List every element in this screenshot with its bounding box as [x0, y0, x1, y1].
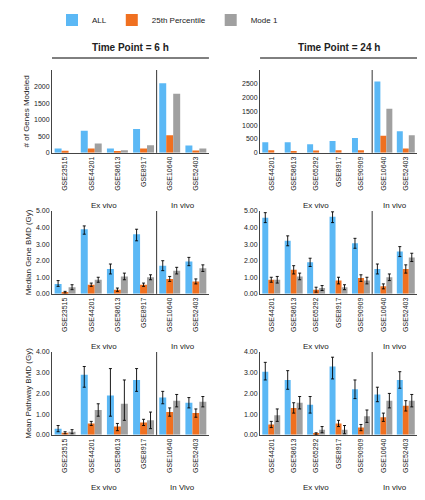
svg-text:5.00: 5.00 [244, 207, 258, 214]
svg-text:In vivo: In vivo [383, 201, 407, 210]
svg-text:Ex vivo: Ex vivo [91, 342, 117, 351]
svg-text:GSE52403: GSE52403 [192, 298, 199, 332]
svg-text:In Vivo: In Vivo [170, 483, 195, 492]
svg-text:2000: 2000 [34, 83, 50, 90]
svg-text:0.00: 0.00 [36, 431, 50, 438]
svg-text:Ex vivo: Ex vivo [91, 483, 117, 492]
svg-text:1.00: 1.00 [36, 411, 50, 418]
svg-text:GSE8917: GSE8917 [140, 439, 147, 469]
svg-text:500: 500 [38, 133, 50, 140]
svg-text:4.00: 4.00 [244, 348, 258, 355]
svg-text:GSE44201: GSE44201 [268, 157, 275, 191]
svg-text:3.00: 3.00 [36, 241, 50, 248]
svg-text:1.00: 1.00 [244, 274, 258, 281]
svg-text:In vivo: In vivo [171, 201, 195, 210]
svg-text:3.00: 3.00 [244, 369, 258, 376]
svg-text:GSE58613: GSE58613 [290, 439, 297, 473]
svg-text:4.00: 4.00 [36, 224, 50, 231]
svg-text:GSE10640: GSE10640 [380, 157, 387, 191]
svg-text:Median Gene BMD (Gy): Median Gene BMD (Gy) [24, 209, 33, 295]
svg-text:GSE52403: GSE52403 [402, 298, 409, 332]
svg-text:2.00: 2.00 [244, 257, 258, 264]
svg-text:GSE58613: GSE58613 [290, 157, 297, 191]
svg-text:GSE90909: GSE90909 [357, 157, 364, 191]
svg-text:GSE10640: GSE10640 [166, 439, 173, 473]
svg-text:0.00: 0.00 [36, 290, 50, 297]
svg-text:GSE52403: GSE52403 [402, 439, 409, 473]
svg-text:Mode 1: Mode 1 [251, 16, 278, 25]
svg-text:GSE8917: GSE8917 [335, 157, 342, 187]
svg-text:2.00: 2.00 [36, 390, 50, 397]
svg-text:1500: 1500 [242, 108, 258, 115]
svg-text:4.00: 4.00 [36, 348, 50, 355]
svg-text:Ex vivo: Ex vivo [91, 201, 117, 210]
svg-text:1000: 1000 [242, 122, 258, 129]
svg-text:25th Percentile: 25th Percentile [152, 16, 206, 25]
svg-text:Time Point = 6 h: Time Point = 6 h [92, 42, 169, 53]
svg-text:GSE65292: GSE65292 [312, 298, 319, 332]
svg-text:GSE44201: GSE44201 [88, 298, 95, 332]
svg-text:GSE65292: GSE65292 [312, 439, 319, 473]
svg-text:In vivo: In vivo [383, 483, 407, 492]
svg-text:3.00: 3.00 [244, 241, 258, 248]
svg-text:GSE58613: GSE58613 [290, 298, 297, 332]
svg-text:500: 500 [246, 135, 258, 142]
svg-text:GSE65292: GSE65292 [312, 157, 319, 191]
svg-text:GSE58613: GSE58613 [114, 157, 121, 191]
svg-text:GSE10640: GSE10640 [380, 298, 387, 332]
svg-text:1500: 1500 [34, 100, 50, 107]
svg-text:Time Point = 24 h: Time Point = 24 h [298, 42, 380, 53]
svg-text:GSE23515: GSE23515 [61, 157, 68, 191]
svg-text:GSE90909: GSE90909 [357, 298, 364, 332]
svg-text:3.00: 3.00 [36, 369, 50, 376]
svg-text:GSE58613: GSE58613 [114, 298, 121, 332]
svg-text:Ex vivo: Ex vivo [303, 201, 329, 210]
svg-text:0.00: 0.00 [244, 431, 258, 438]
svg-text:GSE23515: GSE23515 [61, 439, 68, 473]
svg-text:Ex vivo: Ex vivo [303, 342, 329, 351]
svg-text:In vivo: In vivo [383, 342, 407, 351]
svg-text:0.00: 0.00 [244, 290, 258, 297]
svg-text:ALL: ALL [92, 16, 107, 25]
svg-text:2.00: 2.00 [36, 257, 50, 264]
svg-text:GSE8917: GSE8917 [335, 298, 342, 328]
svg-text:# of Genes Modeled: # of Genes Modeled [22, 75, 31, 147]
svg-text:GSE8917: GSE8917 [335, 439, 342, 469]
svg-text:2.00: 2.00 [244, 390, 258, 397]
svg-text:Mean Pathway BMD (Gy): Mean Pathway BMD (Gy) [24, 348, 33, 439]
svg-text:GSE52403: GSE52403 [192, 157, 199, 191]
svg-text:GSE10640: GSE10640 [380, 439, 387, 473]
svg-text:4.00: 4.00 [244, 224, 258, 231]
svg-text:In vivo: In vivo [171, 342, 195, 351]
svg-text:GSE52403: GSE52403 [192, 439, 199, 473]
svg-text:1.00: 1.00 [36, 274, 50, 281]
svg-text:GSE44201: GSE44201 [88, 439, 95, 473]
svg-text:GSE8917: GSE8917 [140, 157, 147, 187]
svg-text:2500: 2500 [242, 80, 258, 87]
svg-text:1.00: 1.00 [244, 411, 258, 418]
svg-text:0: 0 [46, 149, 50, 156]
svg-text:2000: 2000 [242, 94, 258, 101]
svg-text:GSE52403: GSE52403 [402, 157, 409, 191]
svg-text:GSE44201: GSE44201 [88, 157, 95, 191]
svg-text:GSE90909: GSE90909 [357, 439, 364, 473]
svg-text:0: 0 [254, 149, 258, 156]
svg-text:GSE44201: GSE44201 [268, 439, 275, 473]
svg-text:1000: 1000 [34, 116, 50, 123]
svg-text:GSE10640: GSE10640 [166, 298, 173, 332]
svg-text:GSE8917: GSE8917 [140, 298, 147, 328]
svg-text:GSE23515: GSE23515 [61, 298, 68, 332]
svg-text:5.00: 5.00 [36, 207, 50, 214]
svg-text:GSE58613: GSE58613 [114, 439, 121, 473]
svg-text:GSE10640: GSE10640 [166, 157, 173, 191]
svg-text:Ex vivo: Ex vivo [303, 483, 329, 492]
svg-text:GSE44201: GSE44201 [268, 298, 275, 332]
